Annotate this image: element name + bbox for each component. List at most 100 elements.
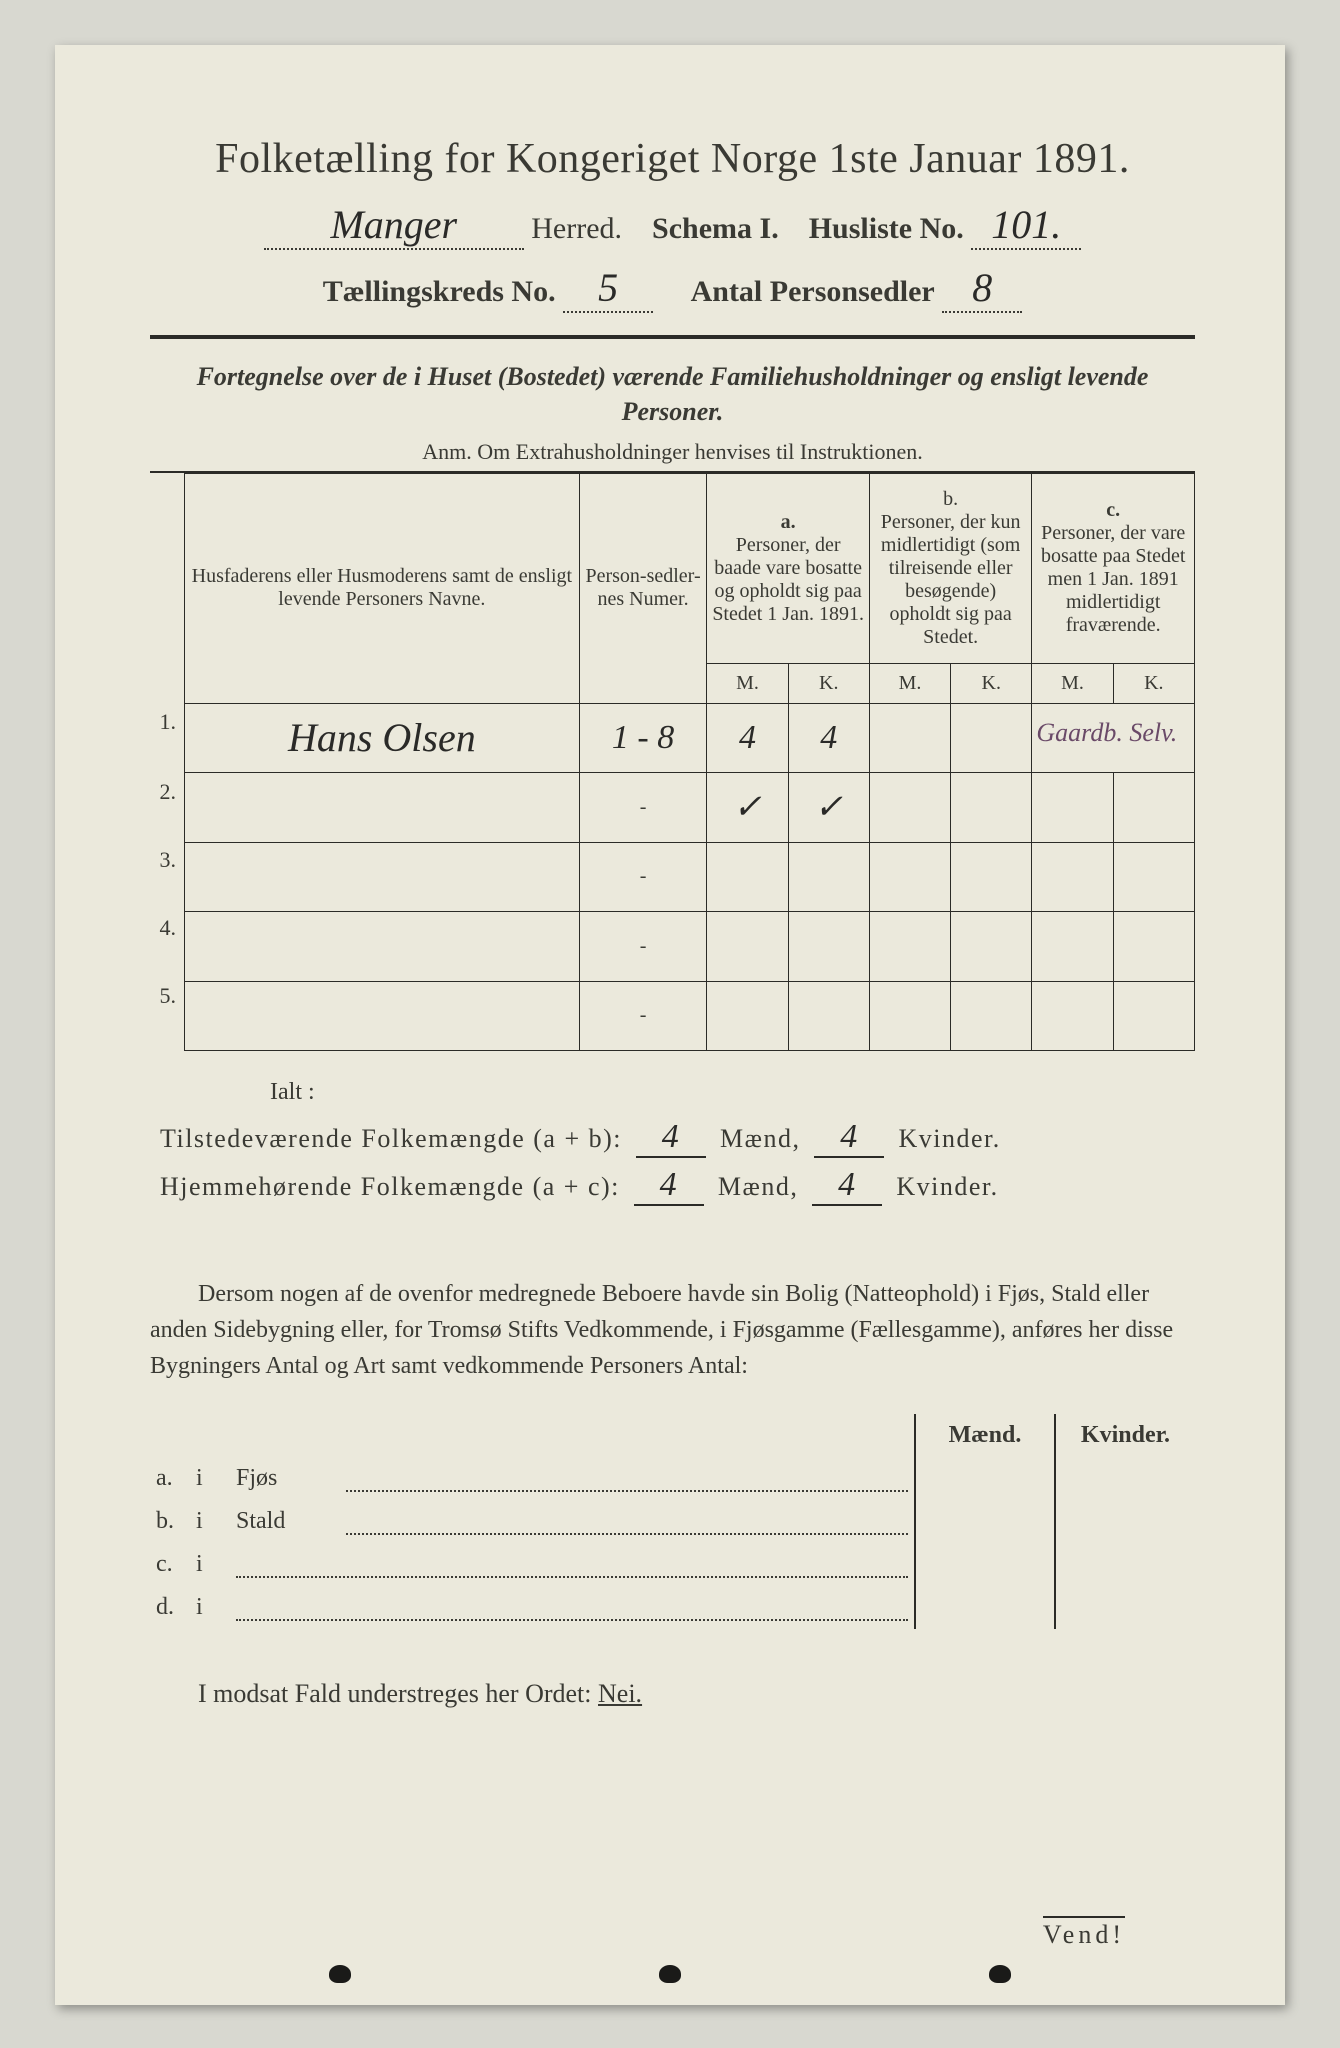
cell-a-m: ✓ — [733, 789, 762, 826]
row-letter: d. — [150, 1586, 190, 1629]
col-a-k: K. — [788, 663, 869, 703]
census-form-page: Folketælling for Kongeriget Norge 1ste J… — [55, 45, 1285, 2005]
row-letter: c. — [150, 1543, 190, 1586]
maend-label: Mænd, — [718, 1172, 798, 1201]
table-row: - ✓ ✓ — [185, 773, 1195, 842]
row-letter: a. — [150, 1457, 190, 1500]
col-header-b: b. Personer, der kun midlertidigt (som t… — [869, 474, 1032, 664]
row-i: i — [190, 1457, 230, 1500]
cell-b-k — [951, 773, 1032, 842]
divider-thick — [150, 335, 1195, 339]
dotted-fill — [346, 1468, 908, 1492]
mk-maend-header: Mænd. — [915, 1414, 1055, 1457]
hole-icon — [989, 1965, 1011, 1983]
mk-kvinder-header: Kvinder. — [1055, 1414, 1195, 1457]
row-num: 2. — [150, 779, 184, 847]
kreds-value: 5 — [598, 265, 618, 310]
row-num: 5. — [150, 983, 184, 1051]
total-present-k: 4 — [840, 1118, 859, 1155]
mk-cell — [1055, 1457, 1195, 1500]
nei-label: I modsat Fald understreges her Ordet: — [198, 1679, 592, 1708]
col-header-name-text: Husfaderens eller Husmoderens samt de en… — [192, 565, 572, 610]
table-row: - — [185, 912, 1195, 981]
cell-b-k — [951, 703, 1032, 772]
table-row: - — [185, 842, 1195, 911]
kvinder-label: Kvinder. — [896, 1172, 998, 1201]
cell-c-k — [1113, 773, 1194, 842]
total-resident-m: 4 — [660, 1166, 679, 1203]
kreds-label: Tællingskreds No. — [323, 275, 556, 308]
name-value — [185, 773, 580, 842]
mk-cell — [915, 1457, 1055, 1500]
col-a-tag: a. — [781, 511, 796, 533]
total-present-label: Tilstedeværende Folkemængde (a + b): — [160, 1124, 622, 1153]
mk-cell — [1055, 1586, 1195, 1629]
col-b-tag: b. — [943, 488, 958, 510]
header-line-2: Manger Herred. Schema I. Husliste No. 10… — [150, 201, 1195, 250]
page-title: Folketælling for Kongeriget Norge 1ste J… — [150, 135, 1195, 183]
mk-cell — [1055, 1500, 1195, 1543]
num-value: 1 - 8 — [612, 719, 674, 756]
col-c-k: K. — [1113, 663, 1194, 703]
mk-cell — [915, 1586, 1055, 1629]
dotted-fill — [346, 1511, 908, 1535]
cell-b-m — [869, 703, 950, 772]
description-text: Fortegnelse over de i Huset (Bostedet) v… — [150, 359, 1195, 429]
hole-icon — [329, 1965, 351, 1983]
row-number-column: 1. 2. 3. 4. 5. — [150, 473, 184, 1051]
table-row: Hans Olsen 1 - 8 4 4 Gaardb. Selv. — [185, 703, 1195, 772]
nei-line: I modsat Fald understreges her Ordet: Ne… — [150, 1679, 1195, 1709]
col-b-m: M. — [869, 663, 950, 703]
household-table: Husfaderens eller Husmoderens samt de en… — [184, 473, 1195, 1051]
total-resident-line: Hjemmehørende Folkemængde (a + c): 4 Mæn… — [160, 1166, 1195, 1206]
cell-a-m: 4 — [739, 719, 756, 756]
total-resident-label: Hjemmehørende Folkemængde (a + c): — [160, 1172, 620, 1201]
row-num: 3. — [150, 847, 184, 915]
cell-a-k: ✓ — [815, 789, 844, 826]
row-i: i — [190, 1500, 230, 1543]
num-value: - — [579, 773, 707, 842]
col-c-text: Personer, der vare bosatte paa Stedet me… — [1041, 522, 1185, 636]
dotted-fill — [236, 1554, 908, 1578]
header-line-3: Tællingskreds No. 5 Antal Personsedler 8 — [150, 264, 1195, 313]
row-stald-label: Stald — [230, 1500, 340, 1543]
vend-label: Vend! — [1043, 1916, 1125, 1950]
total-present-m: 4 — [662, 1118, 681, 1155]
row-i: i — [190, 1543, 230, 1586]
mk-cell — [915, 1500, 1055, 1543]
num-value: - — [579, 842, 707, 911]
cell-b-m — [869, 773, 950, 842]
cell-c-m — [1032, 773, 1113, 842]
table-row: - — [185, 981, 1195, 1051]
col-c-m: M. — [1032, 663, 1113, 703]
row-annotation: Gaardb. Selv. — [1036, 718, 1177, 748]
col-header-name: Husfaderens eller Husmoderens samt de en… — [185, 474, 580, 704]
mk-cell — [915, 1543, 1055, 1586]
total-present-line: Tilstedeværende Folkemængde (a + b): 4 M… — [160, 1118, 1195, 1158]
antal-value: 8 — [972, 265, 992, 310]
row-i: i — [190, 1586, 230, 1629]
col-a-text: Personer, der baade vare bosatte og opho… — [712, 534, 864, 625]
nei-word: Nei. — [598, 1679, 642, 1708]
main-table-wrap: 1. 2. 3. 4. 5. Husfaderens eller Husmode… — [150, 473, 1195, 1051]
outbuilding-row: b. i Stald — [150, 1500, 1195, 1543]
col-b-k: K. — [951, 663, 1032, 703]
outbuilding-paragraph: Dersom nogen af de ovenfor medregnede Be… — [150, 1276, 1195, 1384]
herred-label: Herred. — [531, 212, 622, 245]
outbuilding-row: a. i Fjøs — [150, 1457, 1195, 1500]
total-resident-k: 4 — [838, 1166, 857, 1203]
husliste-label: Husliste No. — [809, 212, 964, 245]
col-header-a: a. Personer, der baade vare bosatte og o… — [707, 474, 870, 664]
mk-cell — [1055, 1543, 1195, 1586]
row-num: 4. — [150, 915, 184, 983]
num-value: - — [579, 981, 707, 1051]
col-c-tag: c. — [1106, 499, 1120, 521]
herred-value: Manger — [330, 202, 457, 247]
binding-holes — [55, 1965, 1285, 1983]
antal-label: Antal Personsedler — [691, 275, 935, 308]
outbuilding-table: Mænd. Kvinder. a. i Fjøs b. i Stald c. i — [150, 1414, 1195, 1629]
col-header-c: c. Personer, der vare bosatte paa Stedet… — [1032, 474, 1195, 664]
maend-label: Mænd, — [720, 1124, 800, 1153]
outbuilding-row: c. i — [150, 1543, 1195, 1586]
kvinder-label: Kvinder. — [898, 1124, 1000, 1153]
